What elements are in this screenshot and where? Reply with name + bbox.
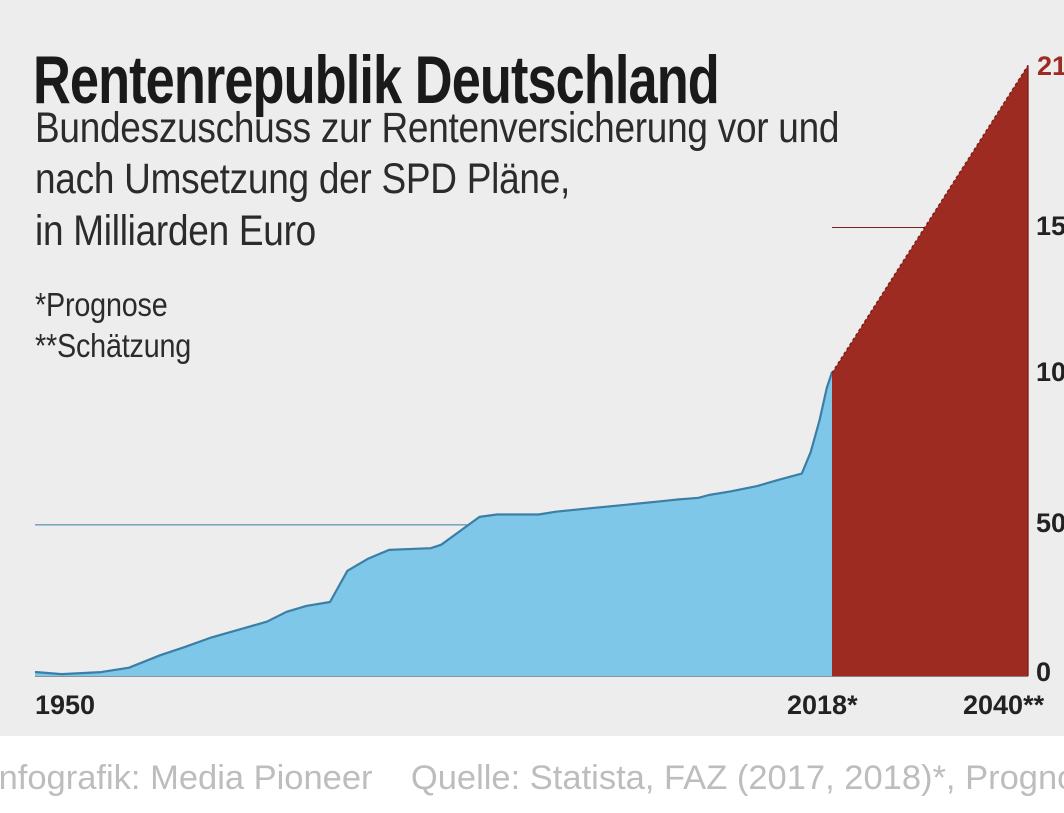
svg-text:215: 215 [1037, 51, 1064, 81]
svg-text:50: 50 [1036, 508, 1064, 538]
svg-text:2040**: 2040** [963, 690, 1045, 720]
svg-text:1950: 1950 [35, 690, 95, 720]
svg-text:2018*: 2018* [787, 690, 858, 720]
svg-text:150: 150 [1036, 211, 1064, 241]
svg-text:0: 0 [1036, 657, 1051, 687]
svg-text:100: 100 [1036, 357, 1064, 387]
